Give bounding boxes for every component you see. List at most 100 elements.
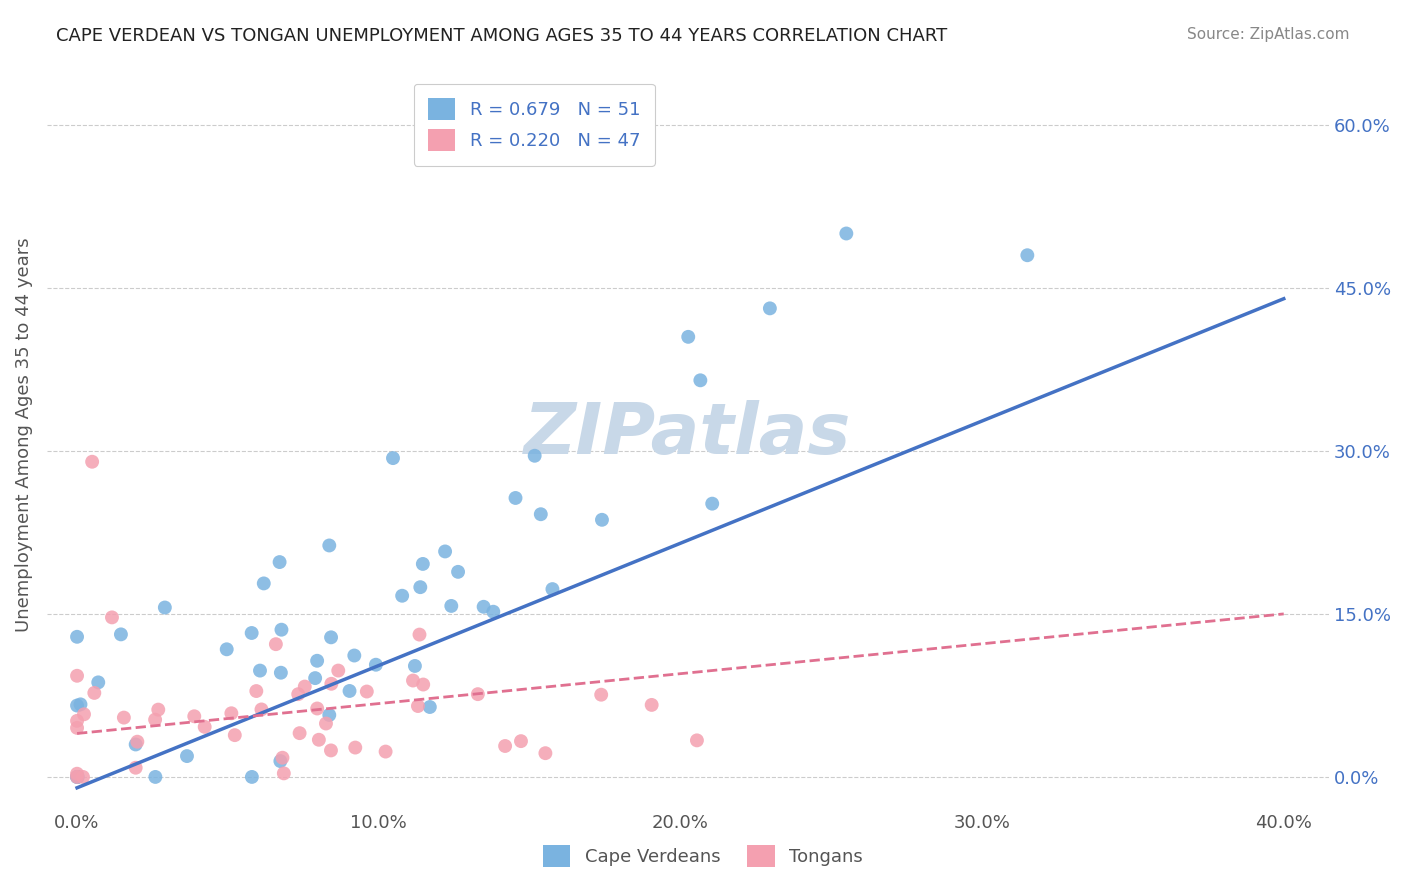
Cape Verdeans	[702, 497, 724, 511]
Tongans	[66, 766, 89, 780]
Tongans	[245, 684, 267, 698]
Tongans	[224, 728, 246, 742]
Tongans	[288, 726, 311, 740]
Tongans	[467, 687, 489, 701]
Tongans	[356, 684, 378, 698]
Cape Verdeans	[240, 770, 263, 784]
Tongans	[287, 687, 309, 701]
Tongans	[194, 720, 217, 734]
Tongans	[82, 455, 104, 469]
Cape Verdeans	[759, 301, 782, 316]
Cape Verdeans	[678, 330, 700, 344]
Text: Source: ZipAtlas.com: Source: ZipAtlas.com	[1187, 27, 1350, 42]
Cape Verdeans	[364, 657, 387, 672]
Tongans	[328, 664, 350, 678]
Cape Verdeans	[482, 605, 505, 619]
Cape Verdeans	[689, 373, 711, 387]
Cape Verdeans	[66, 630, 89, 644]
Cape Verdeans	[66, 770, 89, 784]
Tongans	[124, 761, 146, 775]
Cape Verdeans	[66, 698, 89, 713]
Tongans	[321, 677, 343, 691]
Cape Verdeans	[505, 491, 527, 505]
Tongans	[73, 707, 96, 722]
Cape Verdeans	[270, 623, 292, 637]
Tongans	[319, 743, 342, 757]
Cape Verdeans	[253, 576, 276, 591]
Tongans	[221, 706, 243, 721]
Cape Verdeans	[153, 600, 176, 615]
Tongans	[686, 733, 709, 747]
Cape Verdeans	[409, 580, 432, 594]
Tongans	[66, 669, 89, 683]
Tongans	[494, 739, 516, 753]
Tongans	[101, 610, 124, 624]
Cape Verdeans	[447, 565, 470, 579]
Tongans	[127, 734, 149, 748]
Cape Verdeans	[176, 749, 198, 764]
Tongans	[307, 701, 329, 715]
Cape Verdeans	[87, 675, 110, 690]
Legend: Cape Verdeans, Tongans: Cape Verdeans, Tongans	[536, 838, 870, 874]
Tongans	[250, 702, 273, 716]
Cape Verdeans	[318, 708, 340, 723]
Cape Verdeans	[304, 671, 326, 685]
Tongans	[640, 698, 662, 712]
Cape Verdeans	[835, 227, 858, 241]
Cape Verdeans	[382, 451, 405, 466]
Cape Verdeans	[523, 449, 546, 463]
Tongans	[534, 746, 557, 760]
Cape Verdeans	[66, 770, 89, 784]
Tongans	[406, 699, 429, 714]
Tongans	[83, 686, 105, 700]
Cape Verdeans	[240, 626, 263, 640]
Tongans	[112, 710, 135, 724]
Text: ZIPatlas: ZIPatlas	[524, 401, 852, 469]
Tongans	[273, 766, 295, 780]
Tongans	[143, 713, 166, 727]
Cape Verdeans	[215, 642, 238, 657]
Cape Verdeans	[307, 654, 329, 668]
Cape Verdeans	[541, 582, 564, 596]
Cape Verdeans	[69, 698, 91, 712]
Tongans	[264, 637, 287, 651]
Tongans	[344, 740, 367, 755]
Tongans	[510, 734, 533, 748]
Tongans	[374, 745, 396, 759]
Tongans	[66, 721, 89, 735]
Cape Verdeans	[270, 665, 292, 680]
Cape Verdeans	[440, 599, 463, 613]
Cape Verdeans	[145, 770, 167, 784]
Tongans	[72, 770, 94, 784]
Tongans	[308, 732, 330, 747]
Cape Verdeans	[404, 659, 426, 673]
Cape Verdeans	[318, 539, 340, 553]
Tongans	[66, 714, 89, 728]
Cape Verdeans	[419, 700, 441, 714]
Legend: R = 0.679   N = 51, R = 0.220   N = 47: R = 0.679 N = 51, R = 0.220 N = 47	[413, 84, 655, 166]
Y-axis label: Unemployment Among Ages 35 to 44 years: Unemployment Among Ages 35 to 44 years	[15, 237, 32, 632]
Cape Verdeans	[591, 513, 613, 527]
Cape Verdeans	[1017, 248, 1039, 262]
Cape Verdeans	[249, 664, 271, 678]
Tongans	[591, 688, 613, 702]
Cape Verdeans	[339, 684, 361, 698]
Cape Verdeans	[269, 754, 291, 768]
Tongans	[66, 770, 89, 784]
Text: CAPE VERDEAN VS TONGAN UNEMPLOYMENT AMONG AGES 35 TO 44 YEARS CORRELATION CHART: CAPE VERDEAN VS TONGAN UNEMPLOYMENT AMON…	[56, 27, 948, 45]
Tongans	[294, 680, 316, 694]
Cape Verdeans	[269, 555, 291, 569]
Cape Verdeans	[434, 544, 457, 558]
Cape Verdeans	[343, 648, 366, 663]
Tongans	[408, 627, 430, 641]
Cape Verdeans	[472, 599, 495, 614]
Tongans	[315, 716, 337, 731]
Tongans	[183, 709, 205, 723]
Cape Verdeans	[530, 507, 553, 521]
Cape Verdeans	[66, 770, 89, 784]
Cape Verdeans	[391, 589, 413, 603]
Tongans	[271, 750, 294, 764]
Tongans	[402, 673, 425, 688]
Cape Verdeans	[124, 738, 146, 752]
Cape Verdeans	[319, 630, 342, 644]
